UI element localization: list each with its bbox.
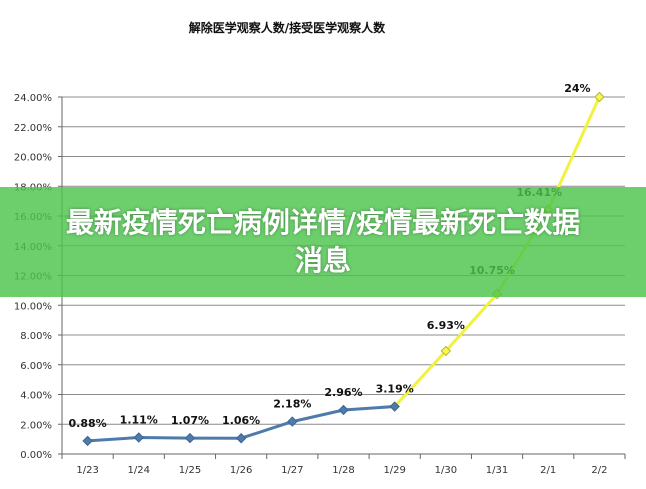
x-tick-label: 1/26 [230,465,252,476]
x-tick-label: 2/1 [540,465,556,476]
y-tick-label: 22.00% [14,123,52,134]
x-tick-label: 1/27 [281,465,303,476]
banner-text: 最新疫情死亡病例详情/疫情最新死亡数据消息 [65,206,581,277]
data-point [389,401,400,412]
data-label: 1.07% [171,414,209,427]
y-tick-label: 0.00% [20,450,52,461]
x-tick-label: 1/23 [76,465,98,476]
y-tick-label: 10.00% [14,301,52,312]
y-tick-label: 20.00% [14,153,52,164]
y-tick-label: 4.00% [20,391,52,402]
data-point [184,432,196,444]
data-label: 0.88% [69,417,107,430]
y-tick-label: 24.00% [14,93,52,104]
y-tick-label: 2.00% [20,420,52,431]
y-tick-label: 8.00% [20,331,52,342]
data-label: 24% [564,82,590,95]
x-tick-label: 1/24 [128,465,150,476]
data-label: 2.18% [273,398,311,411]
x-tick-label: 2/2 [591,465,607,476]
data-label: 1.11% [120,413,158,426]
overlay-banner: 最新疫情死亡病例详情/疫情最新死亡数据消息 [0,187,646,297]
x-tick-label: 1/31 [486,465,508,476]
data-point [235,433,247,444]
x-tick-label: 1/30 [435,465,457,476]
x-tick-label: 1/25 [179,465,201,476]
data-point [338,404,349,416]
data-point [133,432,144,443]
x-tick-label: 1/28 [332,465,354,476]
y-tick-label: 6.00% [20,361,52,372]
data-point [594,91,605,103]
data-label: 3.19% [376,383,414,396]
x-tick-label: 1/29 [383,465,405,476]
data-point [440,345,452,357]
data-label: 1.06% [222,414,260,427]
data-label: 2.96% [324,386,362,399]
data-point [82,435,93,447]
data-point [287,416,298,427]
chart-title: 解除医学观察人数/接受医学观察人数 [189,20,386,35]
data-label: 6.93% [427,319,465,332]
